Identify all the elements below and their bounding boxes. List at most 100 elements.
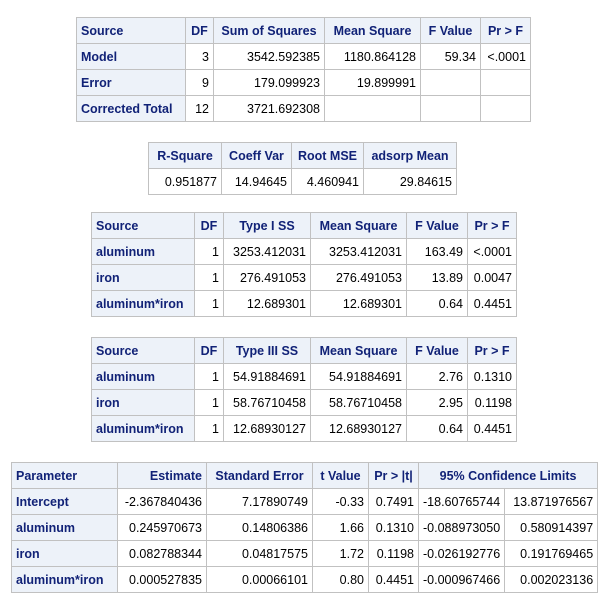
table-cell: 2.95 (406, 389, 468, 416)
table-cell: 12.689301 (310, 290, 407, 317)
table-cell: 54.91884691 (223, 363, 311, 390)
col-header: Coeff Var (221, 142, 292, 169)
table-cell: 3253.412031 (310, 238, 407, 265)
table-cell (420, 95, 481, 122)
table-cell: 0.1198 (467, 389, 517, 416)
table-cell: 12.689301 (223, 290, 311, 317)
table-row: iron 1 58.76710458 58.76710458 2.95 0.11… (91, 389, 517, 416)
table-cell: 3542.592385 (213, 43, 325, 70)
row-header: Model (76, 43, 186, 70)
row-header: Corrected Total (76, 95, 186, 122)
table-cell: 0.0047 (467, 264, 517, 291)
table-cell (324, 95, 421, 122)
table-cell: -0.33 (312, 488, 369, 515)
row-header: aluminum*iron (91, 290, 195, 317)
col-header: R-Square (148, 142, 222, 169)
col-header: Type III SS (223, 337, 311, 364)
parameter-estimates-table: Parameter Estimate Standard Error t Valu… (11, 462, 599, 593)
table-cell: 0.000527835 (117, 566, 207, 593)
col-header: Mean Square (310, 337, 407, 364)
table-cell: 1 (194, 363, 224, 390)
col-header: Root MSE (291, 142, 364, 169)
col-header: adsorp Mean (363, 142, 457, 169)
table-cell: <.0001 (467, 238, 517, 265)
table-cell: 59.34 (420, 43, 481, 70)
table-cell: 2.76 (406, 363, 468, 390)
table-cell: 1 (194, 290, 224, 317)
table-row: aluminum 1 3253.412031 3253.412031 163.4… (91, 238, 517, 265)
table-cell: <.0001 (480, 43, 531, 70)
type1-ss-table: Source DF Type I SS Mean Square F Value … (91, 212, 517, 317)
table-cell: 0.4451 (467, 290, 517, 317)
table-cell (480, 95, 531, 122)
table-row: aluminum*iron 1 12.68930127 12.68930127 … (91, 415, 517, 442)
table-row: 0.951877 14.94645 4.460941 29.84615 (148, 168, 457, 195)
table-cell: 1.66 (312, 514, 369, 541)
table-row: aluminum*iron 1 12.689301 12.689301 0.64… (91, 290, 517, 317)
table-header-row: Source DF Type I SS Mean Square F Value … (91, 212, 517, 239)
table-row: aluminum*iron 0.000527835 0.00066101 0.8… (11, 566, 599, 593)
table-cell: 0.04817575 (206, 540, 313, 567)
table-row: iron 1 276.491053 276.491053 13.89 0.004… (91, 264, 517, 291)
col-header: DF (194, 337, 224, 364)
row-header: aluminum*iron (11, 566, 118, 593)
table-header-row: R-Square Coeff Var Root MSE adsorp Mean (148, 142, 457, 169)
table-cell: -0.088973050 (417, 514, 506, 541)
table-cell: 163.49 (406, 238, 468, 265)
table-cell: 4.460941 (291, 168, 364, 195)
table-cell: -2.367840436 (117, 488, 207, 515)
col-header: Mean Square (324, 17, 421, 44)
col-header: 95% Confidence Limits (417, 462, 599, 489)
table-cell: 54.91884691 (310, 363, 407, 390)
table-cell: 0.191769465 (504, 540, 599, 567)
table-row: aluminum 0.245970673 0.14806386 1.66 0.1… (11, 514, 599, 541)
table-row: Intercept -2.367840436 7.17890749 -0.33 … (11, 488, 599, 515)
table-cell: 1.72 (312, 540, 369, 567)
table-cell: 0.4451 (368, 566, 419, 593)
row-header: aluminum (91, 238, 195, 265)
row-header: aluminum (91, 363, 195, 390)
table-cell: 1 (194, 238, 224, 265)
table-cell: 13.89 (406, 264, 468, 291)
table-cell: 0.4451 (467, 415, 517, 442)
table-cell: 0.580914397 (504, 514, 599, 541)
table-cell: 1 (194, 415, 224, 442)
row-header: aluminum (11, 514, 118, 541)
table-cell: 0.7491 (368, 488, 419, 515)
table-cell: 12 (185, 95, 214, 122)
table-cell: 58.76710458 (223, 389, 311, 416)
table-cell: 7.17890749 (206, 488, 313, 515)
row-header: iron (11, 540, 118, 567)
table-header-row: Source DF Type III SS Mean Square F Valu… (91, 337, 517, 364)
col-header: F Value (406, 337, 468, 364)
row-header: iron (91, 264, 195, 291)
table-cell (480, 69, 531, 96)
col-header: Pr > |t| (368, 462, 419, 489)
col-header: t Value (312, 462, 369, 489)
table-cell: 14.94645 (221, 168, 292, 195)
col-header: Mean Square (310, 212, 407, 239)
row-header: iron (91, 389, 195, 416)
table-cell: 12.68930127 (310, 415, 407, 442)
table-cell: 0.14806386 (206, 514, 313, 541)
col-header: Estimate (117, 462, 207, 489)
col-header: Pr > F (467, 337, 517, 364)
table-row: Corrected Total 12 3721.692308 (76, 95, 531, 122)
col-header: Parameter (11, 462, 118, 489)
col-header: DF (185, 17, 214, 44)
table-cell: -0.026192776 (417, 540, 506, 567)
anova-table: Source DF Sum of Squares Mean Square F V… (76, 17, 531, 122)
table-cell: 0.80 (312, 566, 369, 593)
fit-statistics-table: R-Square Coeff Var Root MSE adsorp Mean … (148, 142, 457, 195)
table-cell: 19.899991 (324, 69, 421, 96)
table-cell: 0.245970673 (117, 514, 207, 541)
col-header: Standard Error (206, 462, 313, 489)
table-cell: 9 (185, 69, 214, 96)
table-row: iron 0.082788344 0.04817575 1.72 0.1198 … (11, 540, 599, 567)
table-cell: 179.099923 (213, 69, 325, 96)
table-cell: 12.68930127 (223, 415, 311, 442)
table-cell: 1180.864128 (324, 43, 421, 70)
col-header: Type I SS (223, 212, 311, 239)
col-header: Source (91, 212, 195, 239)
row-header: Intercept (11, 488, 118, 515)
